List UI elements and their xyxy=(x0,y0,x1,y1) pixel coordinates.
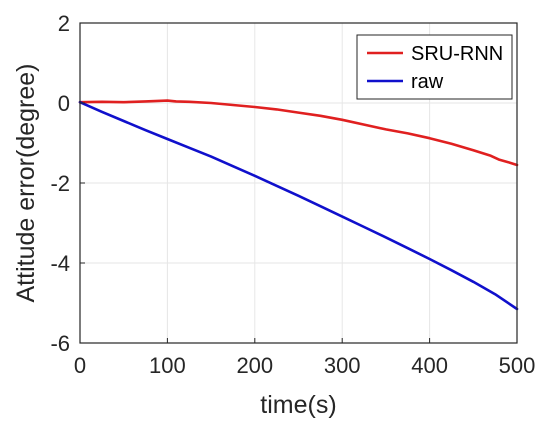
y-axis-label: Attitude error(degree) xyxy=(12,63,40,302)
legend-label: raw xyxy=(411,71,444,93)
y-tick-label: 0 xyxy=(58,91,70,116)
y-tick-label: 2 xyxy=(58,11,70,36)
legend: SRU-RNN raw xyxy=(357,35,512,99)
legend-label: SRU-RNN xyxy=(411,43,503,65)
y-tick-label: -6 xyxy=(50,331,70,356)
x-axis-label: time(s) xyxy=(260,391,336,419)
y-tick-label: -2 xyxy=(50,171,70,196)
x-tick-label: 400 xyxy=(411,353,448,378)
x-tick-label: 0 xyxy=(74,353,86,378)
y-tick-label: -4 xyxy=(50,251,70,276)
x-tick-label: 200 xyxy=(236,353,273,378)
x-tick-label: 500 xyxy=(499,353,536,378)
x-tick-label: 300 xyxy=(324,353,361,378)
x-tick-label: 100 xyxy=(149,353,186,378)
